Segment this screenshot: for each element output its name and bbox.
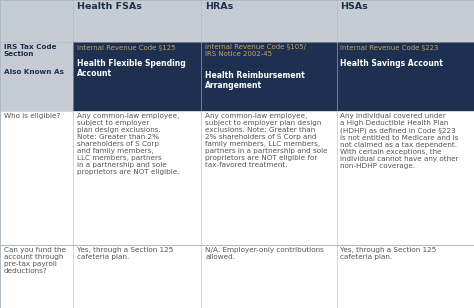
Bar xyxy=(0,0,73,42)
Bar xyxy=(337,0,474,42)
Bar xyxy=(201,42,337,111)
Bar xyxy=(337,245,474,308)
Text: HRAs: HRAs xyxy=(205,2,234,11)
Text: Yes, through a Section 125
cafeteria plan.: Yes, through a Section 125 cafeteria pla… xyxy=(340,247,437,260)
Bar xyxy=(0,245,73,308)
Text: Any individual covered under
a High Deductible Health Plan
(HDHP) as defined in : Any individual covered under a High Dedu… xyxy=(340,113,459,169)
Text: Health Reimbursement
Arrangement: Health Reimbursement Arrangement xyxy=(205,71,305,90)
Bar xyxy=(73,42,201,111)
Bar xyxy=(73,245,201,308)
Bar xyxy=(73,111,201,245)
Text: Internal Revenue Code §105/
IRS Notice 2002-45: Internal Revenue Code §105/ IRS Notice 2… xyxy=(205,44,306,57)
Text: Health FSAs: Health FSAs xyxy=(77,2,142,11)
Bar xyxy=(73,0,201,42)
Text: Any common-law employee,
subject to employer
plan design exclusions.
Note: Great: Any common-law employee, subject to empl… xyxy=(77,113,180,175)
Bar xyxy=(0,111,73,245)
Bar xyxy=(201,111,337,245)
Text: N/A. Employer-only contributions
allowed.: N/A. Employer-only contributions allowed… xyxy=(205,247,324,260)
Text: Health Savings Account: Health Savings Account xyxy=(340,59,443,68)
Bar xyxy=(337,111,474,245)
Text: Health Flexible Spending
Account: Health Flexible Spending Account xyxy=(77,59,186,78)
Bar xyxy=(0,42,73,111)
Text: Internal Revenue Code §223: Internal Revenue Code §223 xyxy=(340,44,439,50)
Text: IRS Tax Code
Section: IRS Tax Code Section xyxy=(4,44,56,57)
Text: Also Known As: Also Known As xyxy=(4,69,64,75)
Text: Yes, through a Section 125
cafeteria plan.: Yes, through a Section 125 cafeteria pla… xyxy=(77,247,173,260)
Text: Can you fund the
account through
pre-tax payroll
deductions?: Can you fund the account through pre-tax… xyxy=(4,247,66,274)
Text: Any common-law employee,
subject to employer plan design
exclusions. Note: Great: Any common-law employee, subject to empl… xyxy=(205,113,328,168)
Bar xyxy=(201,245,337,308)
Text: Who is eligible?: Who is eligible? xyxy=(4,113,60,119)
Bar xyxy=(201,0,337,42)
Text: HSAs: HSAs xyxy=(340,2,368,11)
Text: Internal Revenue Code §125: Internal Revenue Code §125 xyxy=(77,44,176,50)
Bar xyxy=(337,42,474,111)
